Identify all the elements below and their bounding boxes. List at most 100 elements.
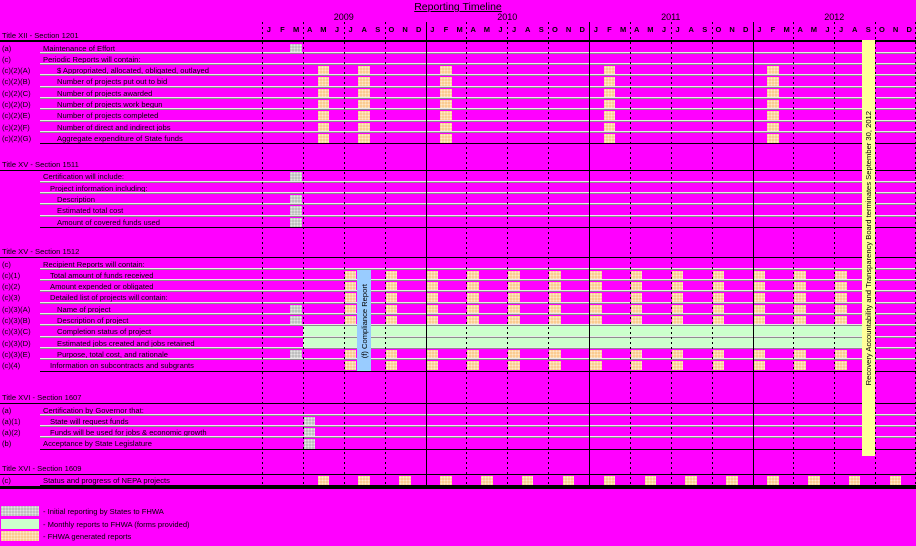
cell-fhwa-report [358,475,370,486]
cell-fhwa-report [767,111,779,121]
row-code: (c)(3)(D) [2,338,31,348]
month-label: S [702,25,708,34]
cell-fhwa-report [440,122,452,132]
cell-fhwa-report [508,293,520,303]
cell-fhwa-report [549,304,561,314]
legend-swatch-initial [1,506,39,516]
cell-fhwa-report [358,88,370,98]
row-code: (c)(2)(E) [2,111,31,121]
cell-fhwa-report [590,349,602,360]
cell-initial-report [290,172,302,182]
cell-fhwa-report [712,361,725,371]
section-title: Title XV - Section 1511 [2,160,79,169]
month-label: A [688,25,694,34]
table-top-line [0,40,916,42]
month-label: N [565,25,572,34]
row-separator [40,85,916,88]
cell-fhwa-report [726,475,738,486]
section-end-line [40,485,916,487]
row-label: Number of projects put out to bid [57,77,168,87]
cell-fhwa-report [317,122,330,132]
month-label: M [783,25,790,34]
cell-fhwa-report [767,475,779,486]
cell-fhwa-report [317,100,330,110]
section-header-underline [0,473,916,475]
cell-fhwa-report [808,475,820,486]
cell-fhwa-report [671,270,684,281]
cell-fhwa-report [835,361,847,371]
month-label: J [498,25,503,34]
row-label: Status and progress of NEPA projects [43,475,170,485]
row-label: Detailed list of projects will contain: [50,293,168,303]
quarter-grid-line [343,22,345,487]
compliance-report-label: (f) Compliance Report [359,283,369,358]
row-separator [40,413,916,416]
cell-fhwa-report [344,270,357,281]
cell-fhwa-report [671,293,684,303]
cell-fhwa-report [549,270,561,281]
quarter-grid-line [914,22,916,487]
row-code: (c)(2)(B) [2,77,31,87]
month-label: J [661,25,667,34]
cell-fhwa-report [794,304,806,314]
month-label: S [865,25,871,34]
cell-fhwa-report [385,316,398,326]
cell-fhwa-report [603,77,616,87]
month-label: A [361,25,367,34]
year-label: 2012 [824,12,845,22]
month-label: M [810,25,817,34]
row-code: (b) [2,439,12,449]
row-label: Periodic Reports will contain: [43,54,141,64]
row-separator [40,63,916,66]
cell-fhwa-report [794,293,806,303]
cell-fhwa-report [549,293,561,303]
cell-fhwa-report [440,133,452,144]
row-separator [40,51,916,54]
row-label: Description of project [57,316,129,325]
row-separator [40,130,916,133]
row-separator [40,324,916,327]
cell-fhwa-report [630,361,643,371]
cell-fhwa-report [440,88,452,98]
cell-fhwa-report [426,361,439,371]
month-label: M [456,25,463,34]
row-label: Recipient Reports will contain: [43,259,145,269]
cell-fhwa-report [426,304,439,314]
cell-fhwa-report [671,316,684,326]
cell-fhwa-report [440,77,452,87]
cell-fhwa-report [753,304,766,314]
cell-fhwa-report [835,304,847,314]
cell-fhwa-report [630,349,643,360]
cell-fhwa-report [440,475,452,486]
cell-fhwa-report [508,270,520,281]
cell-fhwa-report [317,133,330,144]
cell-fhwa-report [467,282,479,292]
quarter-grid-line [711,22,713,487]
row-code: (c)(3)(E) [2,349,31,359]
cell-fhwa-report [426,270,439,281]
row-separator [40,279,916,282]
month-label: O [552,25,558,34]
legend-swatch-monthly [1,518,39,529]
row-code: (c) [2,259,11,269]
cell-initial-report [290,217,302,227]
cell-fhwa-report [712,293,725,303]
year-label: 2011 [661,12,681,22]
cell-fhwa-report [385,349,398,360]
month-label: J [266,25,271,34]
cell-fhwa-report [630,282,643,292]
cell-fhwa-report [467,304,479,314]
month-label: A [851,25,858,34]
cell-fhwa-report [358,100,370,110]
month-label: J [593,25,598,34]
row-label: Name of project [57,304,111,314]
cell-fhwa-report [835,349,847,360]
cell-fhwa-report [508,282,520,292]
row-code: (c) [2,54,11,64]
month-label: M [647,25,654,34]
cell-fhwa-report [344,316,357,326]
month-label: F [280,25,285,34]
cell-fhwa-report [385,282,398,292]
row-label: Project information including: [50,183,148,193]
